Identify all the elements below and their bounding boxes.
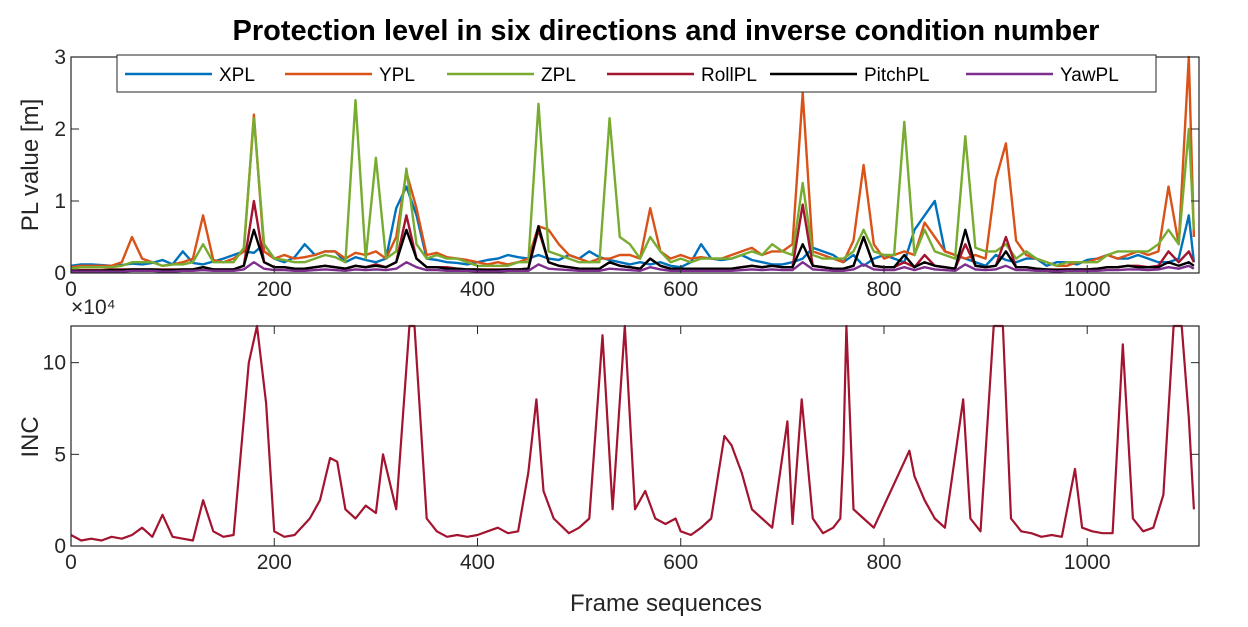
legend: XPL YPL ZPL RollPL PitchPL YawPL (116, 54, 1157, 93)
bottom-y-tick-label: 10 (43, 352, 66, 375)
bottom-series-inc-line (70, 324, 1195, 542)
bottom-ticks: 0 200 400 600 800 1000 0 5 10 (43, 326, 1199, 574)
legend-label-pitchpl: PitchPL (864, 65, 929, 86)
top-series-lines (70, 55, 1196, 273)
top-y-axis-label: PL value [m] (17, 99, 44, 232)
bottom-x-tick-label: 400 (460, 551, 495, 574)
legend-label-yawpl: YawPL (1060, 65, 1119, 86)
top-x-tick-label: 400 (460, 278, 495, 301)
top-y-tick-label: 3 (54, 46, 66, 69)
bottom-y-tick-label: 0 (54, 535, 66, 558)
top-x-tick-label: 0 (65, 278, 77, 301)
bottom-x-tick-label: 0 (65, 551, 77, 574)
top-x-tick-label: 600 (663, 278, 698, 301)
bottom-x-tick-label: 800 (866, 551, 901, 574)
bottom-x-tick-label: 600 (663, 551, 698, 574)
top-x-tick-label: 200 (257, 278, 292, 301)
bottom-x-axis-label: Frame sequences (570, 590, 762, 617)
top-x-tick-label: 1000 (1064, 278, 1111, 301)
top-x-tick-label: 800 (866, 278, 901, 301)
top-y-tick-label: 1 (54, 190, 66, 213)
bottom-y-axis-label: INC (17, 416, 44, 457)
bottom-axes: 0 200 400 600 800 1000 0 5 10 INC Frame sequence… (17, 324, 1200, 617)
x-exponent-label: ×10⁴ (71, 296, 116, 319)
top-series-pitchpl-line (71, 225, 1195, 272)
bottom-x-tick-label: 200 (257, 551, 292, 574)
bottom-plot-background (71, 326, 1199, 546)
bottom-y-tick-label: 5 (54, 443, 66, 466)
chart-title: Protection level in six directions and i… (233, 15, 1100, 47)
legend-label-xpl: XPL (219, 65, 255, 86)
bottom-x-tick-label: 1000 (1064, 551, 1111, 574)
bottom-series-lines (70, 324, 1195, 542)
top-ticks: 0 200 400 600 800 1000 0 1 2 3 (54, 46, 1199, 301)
bottom-plot-frame (70, 325, 1200, 547)
top-y-tick-label: 2 (54, 118, 66, 141)
legend-label-rollpl: RollPL (701, 65, 757, 86)
top-y-tick-label: 0 (54, 262, 66, 285)
top-series-yawpl-line (71, 261, 1195, 273)
legend-label-zpl: ZPL (541, 65, 576, 86)
legend-label-ypl: YPL (379, 65, 415, 86)
